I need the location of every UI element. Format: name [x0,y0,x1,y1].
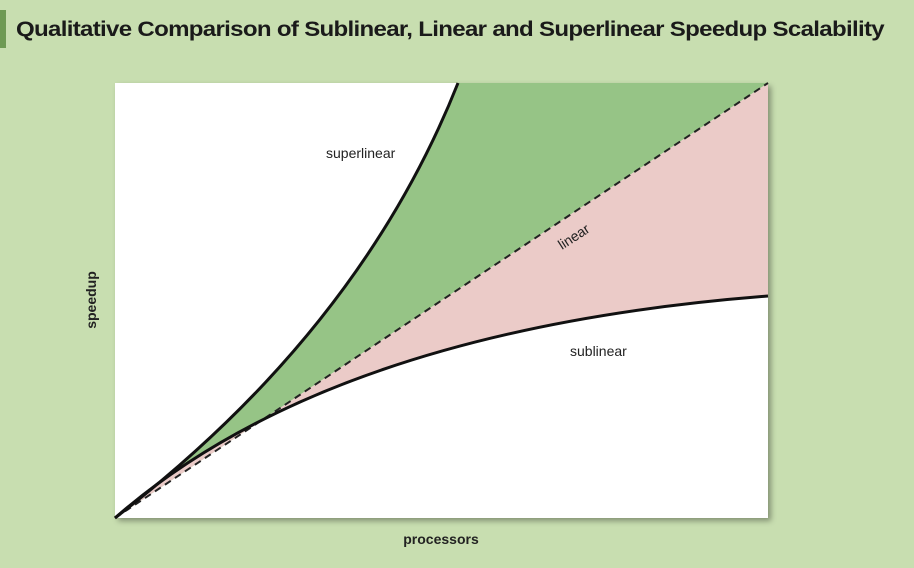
x-axis-label: processors [403,531,479,547]
sublinear-curve [114,294,769,520]
title-accent [0,10,6,48]
title: Qualitative Comparison of Sublinear, Lin… [16,18,885,41]
linear-curve [114,82,769,519]
superlinear-curve [114,82,460,520]
y-axis-label: speedup [83,271,99,329]
title-bar [0,0,914,50]
curve-label: superlinear [326,145,396,161]
curve-label: sublinear [570,343,627,359]
